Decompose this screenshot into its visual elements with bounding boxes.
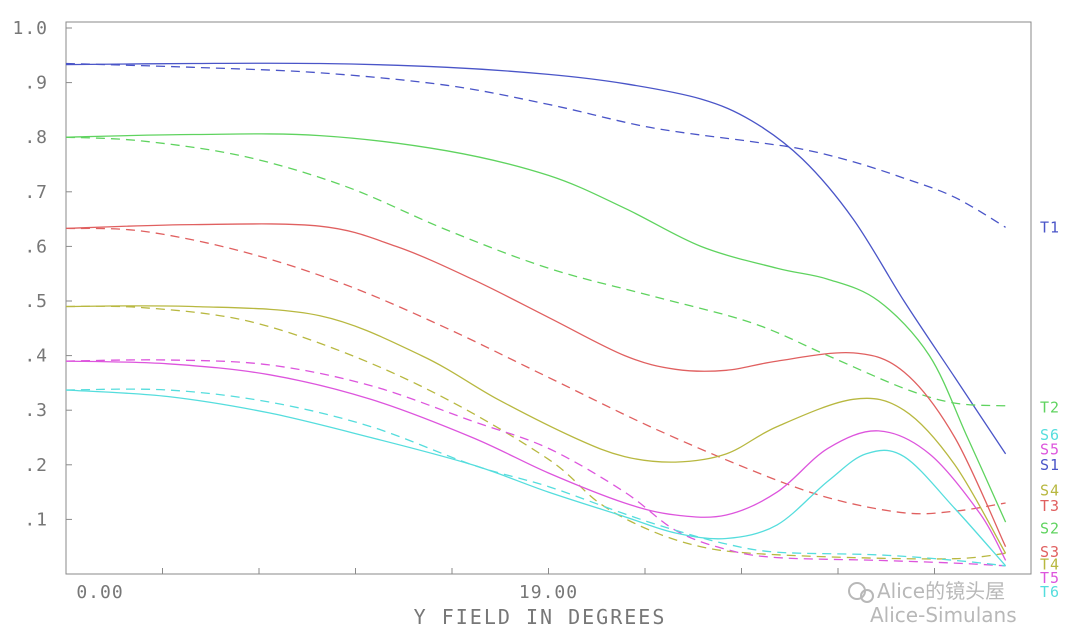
y-tick-label: .3 [24, 400, 48, 421]
watermark: Alice的镜头屋 Alice-Simulans [848, 579, 1017, 627]
series-label-t3: T3 [1040, 497, 1060, 515]
series-label-t1: T1 [1040, 218, 1060, 236]
curve-t1 [65, 62, 1006, 228]
series-label-t2: T2 [1040, 398, 1060, 416]
series-label-s2: S2 [1040, 520, 1060, 538]
series-label-s5: S5 [1040, 441, 1060, 459]
y-tick-label: .5 [24, 291, 48, 312]
y-tick-label: 1.0 [12, 18, 48, 39]
y-tick-label: .4 [24, 346, 48, 367]
y-tick-label: .2 [24, 455, 48, 476]
curve-t4 [65, 305, 1006, 560]
curve-t5 [65, 359, 1006, 567]
curve-t2 [65, 136, 1006, 407]
series-label-s4: S4 [1040, 481, 1060, 499]
series-label-t4: T4 [1040, 556, 1060, 574]
curve-s2 [65, 133, 1007, 523]
mtf-curves [65, 62, 1007, 567]
watermark-line1: Alice的镜头屋 [877, 579, 1005, 603]
x-tick-label: 0.00 [76, 582, 123, 603]
series-label-t6: T6 [1040, 583, 1060, 601]
watermark-line2: Alice-Simulans [870, 603, 1017, 627]
curve-s1 [65, 62, 1007, 455]
x-tick-label: 19.00 [519, 582, 578, 603]
curve-s4 [65, 305, 1007, 554]
y-tick-label: .6 [24, 236, 48, 257]
series-label-s3: S3 [1040, 543, 1060, 561]
curve-s6 [65, 389, 1007, 567]
series-label-t5: T5 [1040, 569, 1060, 587]
x-axis-label: Y FIELD IN DEGREES [414, 605, 667, 629]
series-label-s1: S1 [1040, 456, 1060, 474]
curve-s3 [65, 223, 1007, 547]
curve-s5 [65, 360, 1007, 561]
x-tick-labels: 0.00 19.00 [76, 582, 578, 603]
curve-t6 [65, 388, 1006, 567]
y-tick-label: .8 [24, 127, 48, 148]
y-tick-label: .1 [24, 509, 48, 530]
wechat-icon [848, 582, 874, 603]
series-label-s6: S6 [1040, 426, 1060, 444]
y-tick-label: .7 [24, 182, 48, 203]
y-tick-labels: 1.0 .9 .8 .7 .6 .5 .4 .3 .2 .1 [12, 18, 48, 530]
curve-t3 [65, 227, 1006, 515]
y-tick-label: .9 [24, 73, 48, 94]
